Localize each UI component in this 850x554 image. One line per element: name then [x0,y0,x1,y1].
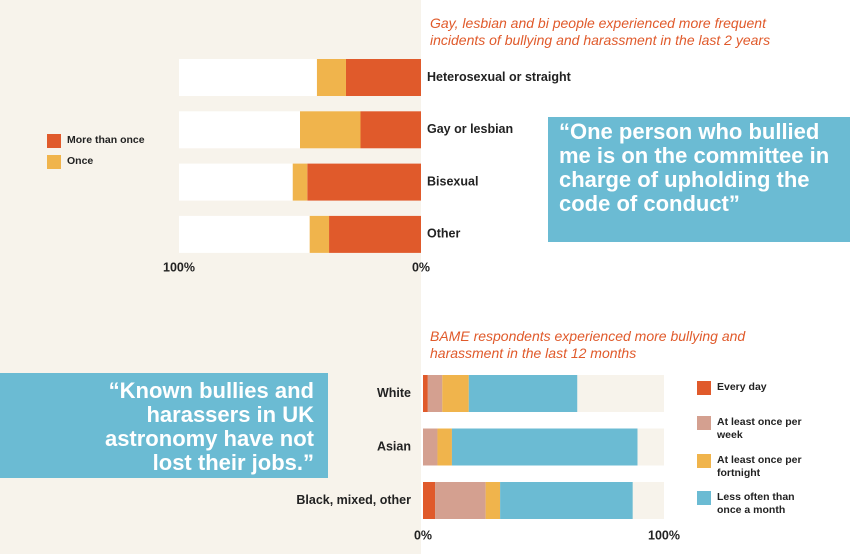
bar-segment [345,59,421,96]
quote-box: “One person who bullied me is on the com… [548,117,850,242]
bar-segment [451,428,638,466]
bar-segment [300,111,361,149]
x-tick-label: 100% [163,260,195,274]
x-tick-label: 0% [412,260,430,274]
legend-label: Once [67,155,94,167]
bar-segment [442,375,469,412]
bar-segment [423,428,438,466]
category-label: Black, mixed, other [296,493,411,507]
chart-title: BAME respondents experienced more bullyi… [430,328,746,361]
legend-swatch [47,134,61,148]
bar-segment [423,375,428,412]
bar-segment [485,482,501,519]
quote-box: “Known bullies and harassers in UK astro… [0,373,328,478]
category-label: Gay or lesbian [427,122,513,136]
legend-swatch [697,454,711,468]
bar-segment [468,375,578,412]
legend-swatch [47,155,61,169]
legend-swatch [697,416,711,430]
category-label: Asian [377,439,411,453]
legend-label: At least once per fortnight [717,454,802,479]
bar-segment [316,59,346,96]
bar-segment [435,482,486,519]
bar-segment [423,482,436,519]
legend-label: At least once per week [717,416,802,441]
category-label: Other [427,227,460,241]
quote-text: “Known bullies and harassers in UK astro… [104,378,314,475]
x-tick-label: 0% [414,528,432,542]
x-tick-label: 100% [648,528,680,542]
quote-text: “One person who bullied me is on the com… [559,119,830,216]
legend-swatch [697,381,711,395]
bar-segment [437,428,452,466]
category-label: Heterosexual or straight [427,70,572,84]
category-label: White [377,386,411,400]
bar-segment [360,111,421,149]
legend-label: Less often than once a month [717,491,795,516]
legend-swatch [697,491,711,505]
bar-segment [427,375,443,412]
bar-segment [307,163,421,201]
bar-segment [500,482,633,519]
bar-segment [292,163,308,201]
category-label: Bisexual [427,174,478,188]
bar-segment [309,215,330,253]
legend-label: Every day [717,381,767,393]
chart-title: Gay, lesbian and bi people experienced m… [430,15,771,48]
bar-segment [329,215,421,253]
legend-label: More than once [67,134,145,146]
